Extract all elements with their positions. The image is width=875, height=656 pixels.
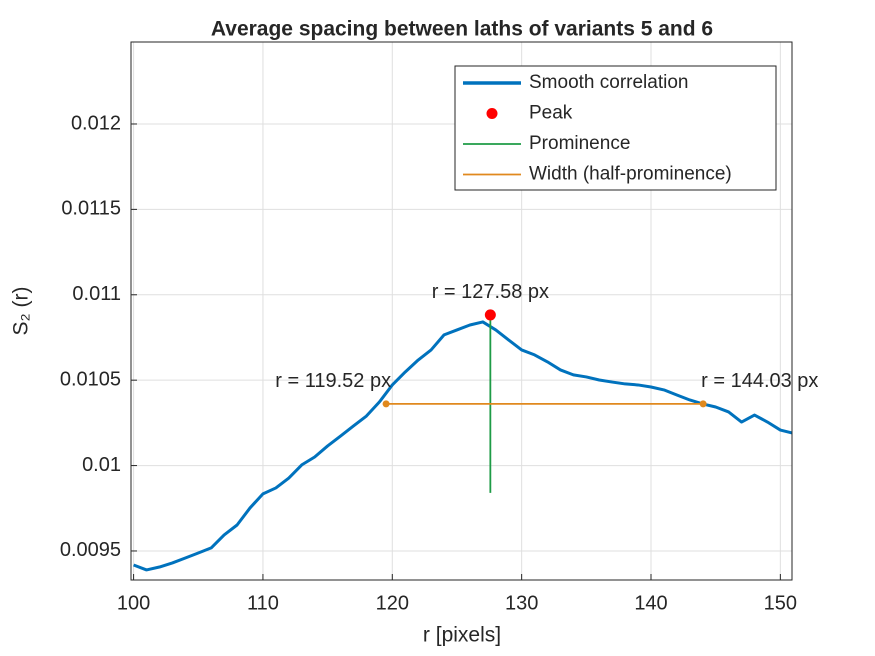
- legend-label: Smooth correlation: [529, 72, 688, 93]
- annotation: r = 144.03 px: [701, 370, 818, 392]
- y-tick-label: 0.0105: [60, 368, 121, 390]
- legend-label: Prominence: [529, 133, 630, 154]
- y-tick-label: 0.012: [71, 112, 121, 134]
- y-tick-label: 0.0115: [61, 198, 121, 220]
- x-tick-label: 100: [117, 592, 150, 614]
- y-axis-label: S₂ (r): [10, 287, 33, 336]
- point: [382, 400, 390, 408]
- chart-title: Average spacing between laths of variant…: [211, 18, 713, 41]
- legend-marker: [486, 108, 498, 119]
- x-tick-label: 120: [376, 592, 409, 614]
- legend-box: [454, 65, 777, 191]
- x-tick-label: 110: [247, 592, 279, 614]
- annotation: r = 119.52 px: [275, 370, 391, 392]
- legend-label: Peak: [529, 103, 573, 124]
- axes-box: [130, 41, 793, 581]
- y-tick-label: 0.0095: [60, 539, 121, 561]
- x-tick-label: 140: [634, 592, 667, 614]
- legend-label: Width (half-prominence): [529, 164, 732, 185]
- point: [699, 400, 707, 408]
- y-tick-label: 0.011: [72, 283, 121, 305]
- annotation: r = 127.58 px: [432, 281, 549, 303]
- y-tick-label: 0.01: [82, 454, 121, 476]
- x-axis-label: r [pixels]: [423, 624, 501, 647]
- x-tick-label: 130: [505, 592, 538, 614]
- x-tick-label: 150: [764, 592, 797, 614]
- peak-marker: [484, 309, 496, 321]
- line-series: [133, 320, 793, 572]
